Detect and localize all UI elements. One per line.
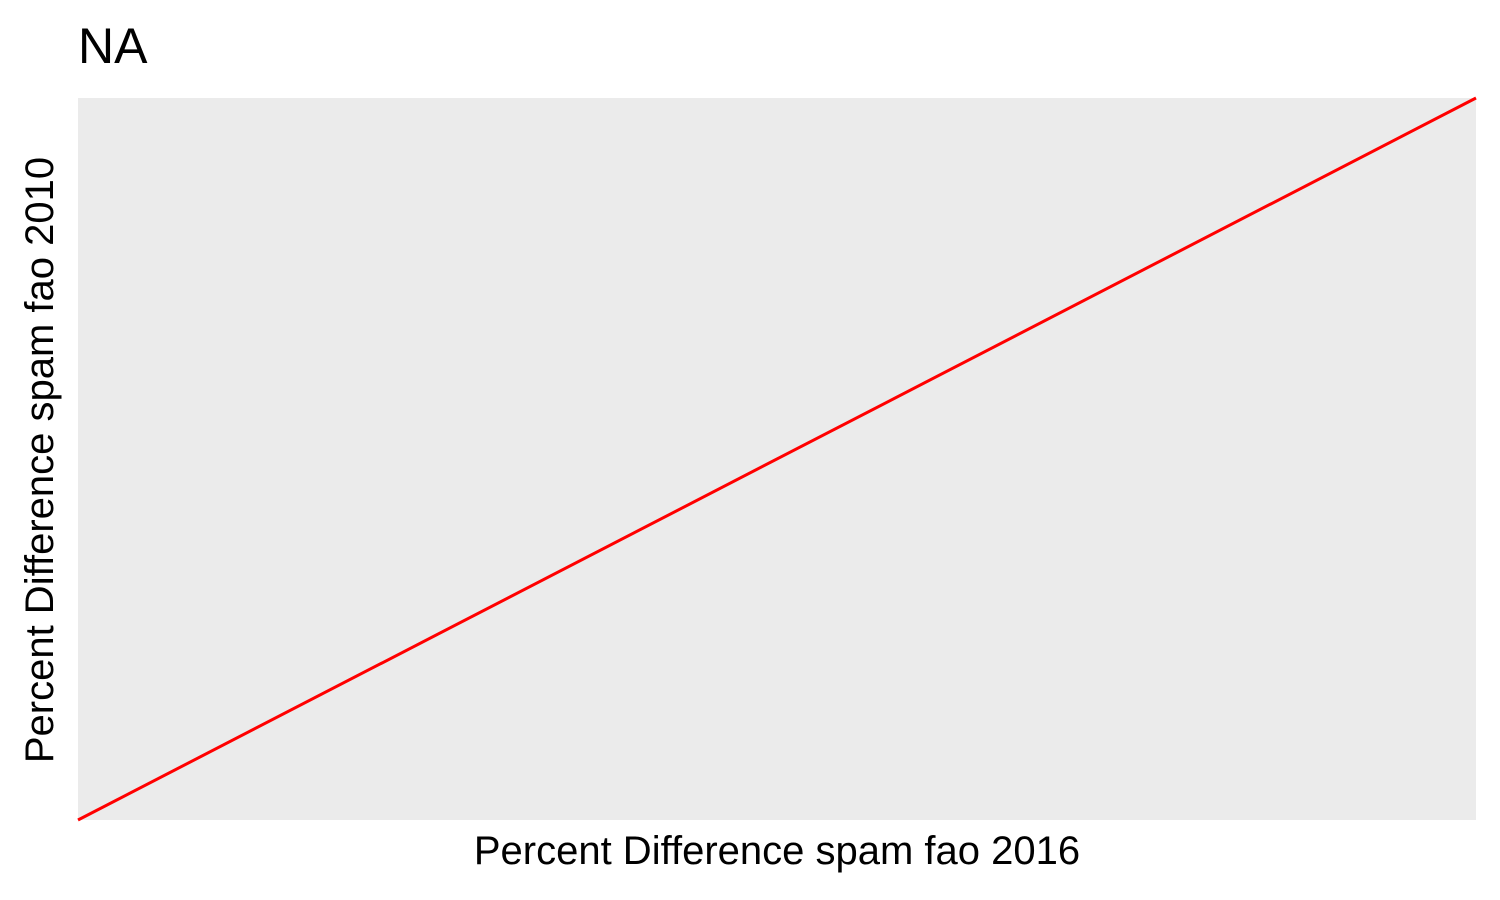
y-axis-label: Percent Difference spam fao 2010	[18, 156, 62, 764]
chart-title: NA	[78, 18, 148, 74]
series-line-0	[77, 96, 1477, 822]
series-layer	[77, 96, 1477, 822]
x-axis-label: Percent Difference spam fao 2016	[473, 829, 1081, 873]
